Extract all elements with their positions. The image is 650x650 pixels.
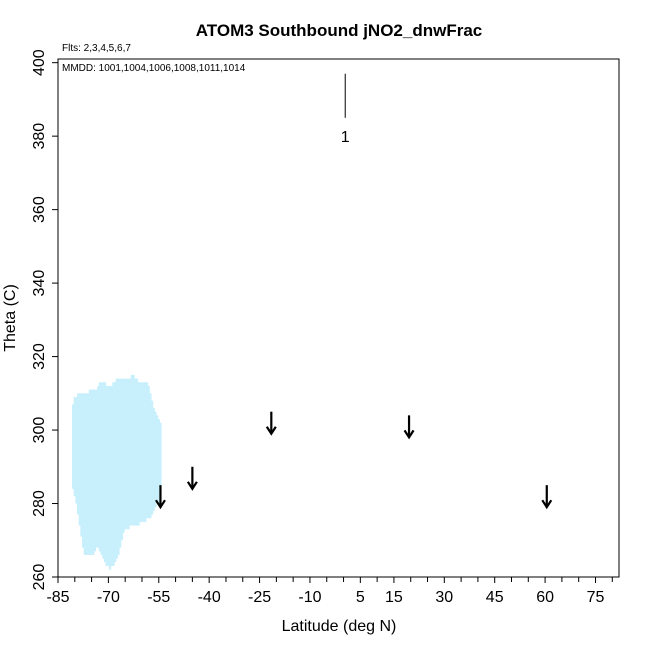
data-band-8 xyxy=(85,393,88,555)
x-tick-label: -10 xyxy=(298,589,321,606)
data-band-26 xyxy=(115,378,118,559)
data-layer xyxy=(71,374,162,570)
data-band-9 xyxy=(87,393,90,555)
data-band-10 xyxy=(88,389,92,555)
y-tick-label: 280 xyxy=(31,490,48,517)
arrow-head xyxy=(541,499,553,510)
data-band-18 xyxy=(102,382,105,559)
x-tick-label: 60 xyxy=(536,589,554,606)
x-axis: -85 -70 -55 -40 -25 -10 5 15 30 45 60 75 xyxy=(46,577,613,606)
y-tick-label: 360 xyxy=(31,196,48,223)
annotation-layer: 1 xyxy=(155,73,553,510)
x-tick-label: 30 xyxy=(435,589,453,606)
marker-label: 1 xyxy=(341,129,350,146)
data-band-22 xyxy=(108,385,112,570)
data-band-46 xyxy=(149,393,152,519)
x-tick-label: 5 xyxy=(356,589,365,606)
data-band-19 xyxy=(103,382,107,563)
flights-note: Flts: 2,3,4,5,6,7 xyxy=(62,43,131,54)
data-band-47 xyxy=(150,400,154,515)
data-band-12 xyxy=(92,389,95,555)
arrow-head xyxy=(265,426,277,436)
y-tick-label: 320 xyxy=(31,343,48,370)
data-band-20 xyxy=(105,385,108,566)
x-tick-label: -40 xyxy=(198,589,221,606)
arrow-0 xyxy=(155,485,166,510)
chart-title: ATOM3 Southbound jNO2_dnwFrac xyxy=(196,21,483,40)
data-band-29 xyxy=(120,378,123,541)
data-band-5 xyxy=(80,393,83,537)
data-band-38 xyxy=(135,378,139,526)
x-axis-label: Latitude (deg N) xyxy=(282,618,397,635)
data-band-37 xyxy=(134,378,137,526)
data-band-3 xyxy=(77,393,80,515)
data-band-45 xyxy=(147,385,150,519)
data-band-30 xyxy=(122,378,125,533)
data-band-48 xyxy=(152,408,155,511)
data-band-40 xyxy=(139,382,142,522)
data-band-34 xyxy=(129,378,132,526)
data-band-44 xyxy=(145,382,149,519)
data-band-36 xyxy=(132,374,135,526)
x-tick-label: 15 xyxy=(385,589,403,606)
y-tick-label: 300 xyxy=(31,417,48,444)
data-band-25 xyxy=(113,382,117,563)
data-band-33 xyxy=(127,378,130,530)
data-band-49 xyxy=(154,411,157,508)
arrow-1 xyxy=(186,466,198,491)
data-band-41 xyxy=(140,382,144,522)
plot-frame xyxy=(57,58,620,578)
arrow-2 xyxy=(265,411,277,436)
data-band-14 xyxy=(95,389,98,548)
data-band-23 xyxy=(110,385,113,566)
data-band-28 xyxy=(119,378,122,548)
data-band-2 xyxy=(75,396,78,504)
data-band-31 xyxy=(124,378,127,530)
arrow-head xyxy=(403,429,415,440)
data-band-50 xyxy=(155,415,159,504)
x-tick-label: -55 xyxy=(147,589,170,606)
data-band-4 xyxy=(78,393,81,526)
data-band-32 xyxy=(125,378,129,530)
data-band-27 xyxy=(117,378,120,555)
y-tick-label: 260 xyxy=(31,564,48,591)
x-tick-label: -85 xyxy=(46,589,69,606)
data-band-21 xyxy=(107,385,110,566)
data-band-35 xyxy=(130,374,134,526)
arrow-4 xyxy=(541,485,553,510)
data-band-17 xyxy=(100,382,103,555)
y-axis: 260 280 300 320 340 360 380 400 xyxy=(31,49,58,590)
data-band-24 xyxy=(112,382,115,566)
y-tick-label: 400 xyxy=(31,49,48,76)
data-band-1 xyxy=(73,396,76,497)
x-tick-label: -70 xyxy=(97,589,120,606)
data-band-11 xyxy=(90,389,93,555)
arrow-3 xyxy=(403,415,415,440)
data-band-6 xyxy=(82,393,85,548)
data-band-16 xyxy=(98,382,102,552)
x-tick-label: 75 xyxy=(587,589,605,606)
mmdd-note: MMDD: 1001,1004,1006,1008,1011,1014 xyxy=(62,63,246,74)
data-band-7 xyxy=(83,393,87,555)
data-band-52 xyxy=(159,422,162,500)
y-tick-label: 380 xyxy=(31,123,48,150)
data-band-51 xyxy=(157,419,160,504)
data-band-43 xyxy=(144,382,147,522)
arrow-head xyxy=(186,481,198,491)
data-band-13 xyxy=(93,389,97,552)
y-tick-label: 340 xyxy=(31,270,48,297)
y-axis-label: Theta (C) xyxy=(2,284,19,352)
data-band-15 xyxy=(97,385,100,548)
data-band-39 xyxy=(137,382,140,526)
arrow-head xyxy=(155,499,166,510)
data-band-42 xyxy=(142,382,145,522)
x-tick-label: -25 xyxy=(248,589,271,606)
data-band-0 xyxy=(71,404,75,489)
x-tick-label: 45 xyxy=(486,589,504,606)
